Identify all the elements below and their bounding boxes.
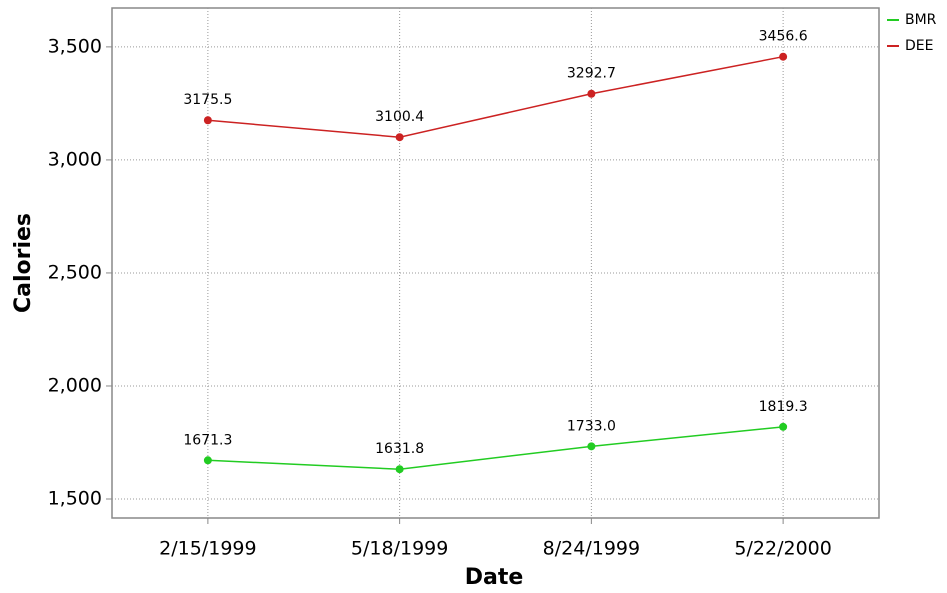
- point: [779, 52, 788, 61]
- y-tick-label: 2,000: [48, 374, 102, 396]
- legend-label: BMR: [905, 12, 937, 28]
- x-tick-label: 2/15/1999: [159, 538, 256, 560]
- point: [203, 116, 212, 125]
- value-label: 1733.0: [567, 418, 616, 434]
- y-tick-label: 1,500: [48, 488, 102, 510]
- x-tick-label: 5/22/2000: [734, 538, 831, 560]
- y-tick-label: 3,000: [48, 148, 102, 170]
- line: [207, 55, 784, 138]
- y-axis-label: Calories: [11, 213, 36, 313]
- x-tick-label: 5/18/1999: [351, 538, 448, 560]
- value-label: 1671.3: [183, 432, 232, 448]
- point: [779, 422, 788, 431]
- line: [207, 426, 784, 470]
- value-label: 3100.4: [375, 109, 424, 125]
- legend-label: DEE: [905, 38, 933, 54]
- value-label: 1631.8: [375, 441, 424, 457]
- plot-area: [111, 7, 880, 519]
- value-label: 3175.5: [183, 92, 232, 108]
- x-tick-label: 8/24/1999: [543, 538, 640, 560]
- point: [587, 442, 596, 451]
- value-label: 3456.6: [759, 29, 808, 45]
- point: [203, 456, 212, 465]
- value-label: 1819.3: [759, 399, 808, 415]
- point: [395, 465, 404, 474]
- point: [587, 89, 596, 98]
- point: [395, 133, 404, 142]
- value-label: 3292.7: [567, 66, 616, 82]
- x-axis-label: Date: [465, 565, 524, 590]
- y-tick-label: 3,500: [48, 35, 102, 57]
- y-tick-label: 2,500: [48, 261, 102, 283]
